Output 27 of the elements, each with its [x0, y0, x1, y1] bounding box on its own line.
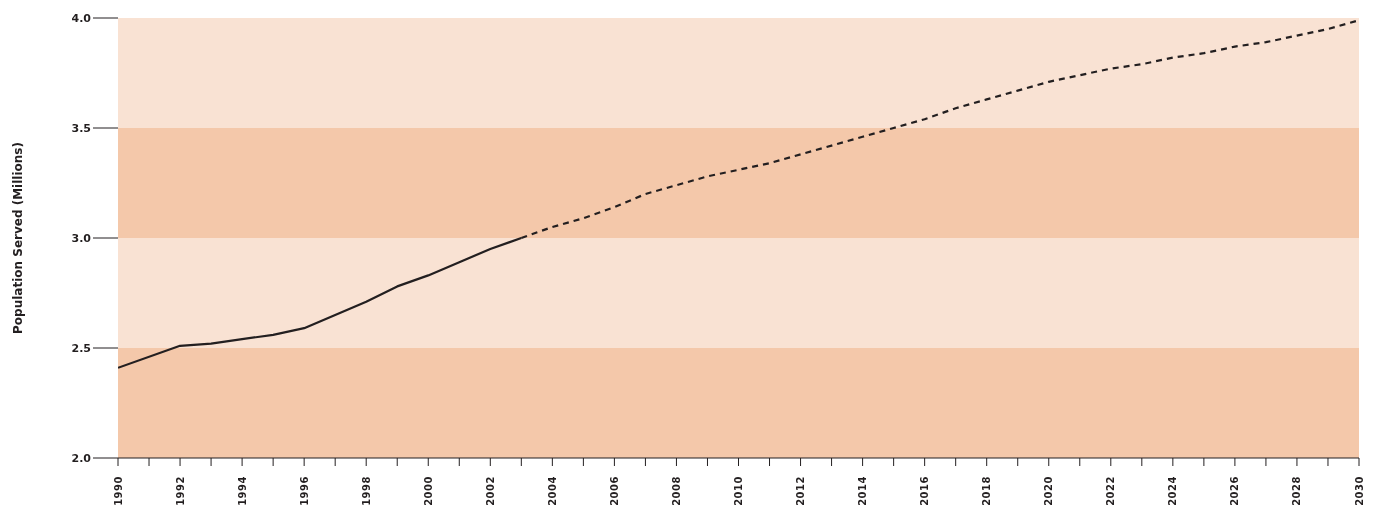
- x-tick-label: 2018: [981, 476, 993, 506]
- x-tick-label: 2022: [1105, 476, 1117, 506]
- x-tick-label: 2008: [670, 476, 682, 506]
- x-tick-label: 2004: [546, 476, 558, 506]
- x-tick-label: 1998: [360, 476, 372, 506]
- x-tick-label: 1990: [112, 476, 124, 506]
- x-tick-label: 1994: [236, 476, 248, 506]
- x-tick-label: 1992: [174, 476, 186, 506]
- x-tick-label: 2030: [1353, 476, 1365, 506]
- x-tick-label: 2024: [1167, 476, 1179, 506]
- x-tick-label: 2026: [1229, 476, 1241, 506]
- x-tick-label: 2028: [1291, 476, 1303, 506]
- y-tick-label: 2.5: [71, 341, 91, 355]
- x-tick-label: 2006: [608, 476, 620, 506]
- y-tick-label: 2.0: [71, 451, 92, 465]
- x-tick-label: 2000: [422, 476, 434, 506]
- x-tick-label: 2016: [919, 476, 931, 506]
- x-tick-label: 2002: [484, 476, 496, 506]
- x-tick-label: 1996: [298, 476, 310, 506]
- y-tick-label: 3.0: [71, 231, 92, 245]
- x-tick-label: 2010: [733, 476, 744, 506]
- y-tick-label: 4.0: [71, 11, 92, 25]
- x-tick-label: 2014: [857, 476, 869, 506]
- x-tick-label: 2012: [795, 476, 807, 506]
- x-tick-label: 2020: [1043, 476, 1055, 506]
- y-axis-title: Population Served (Millions): [11, 142, 26, 334]
- y-tick-label: 3.5: [71, 121, 91, 135]
